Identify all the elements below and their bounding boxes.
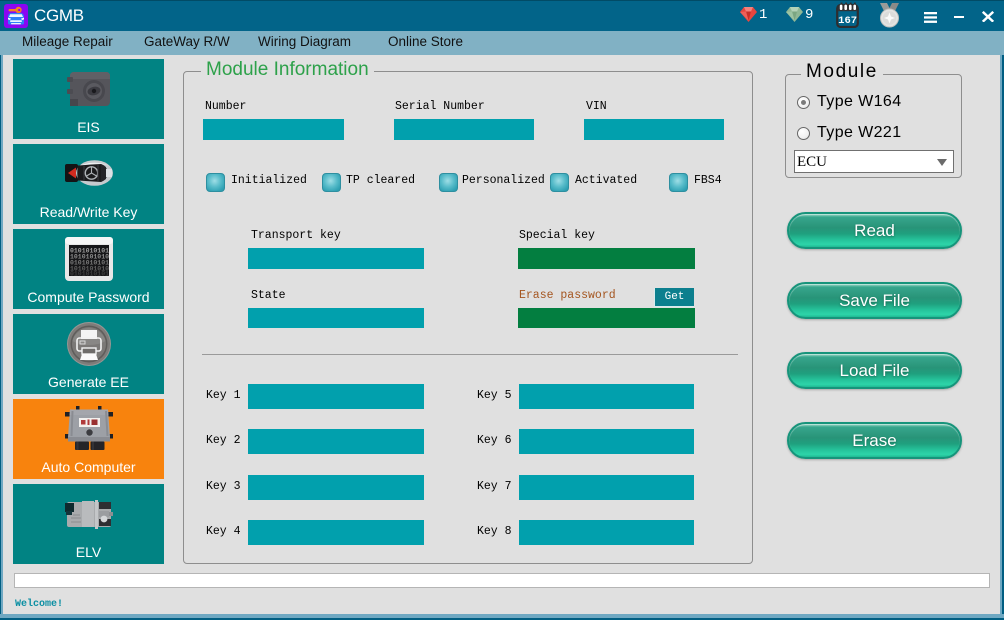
svg-text:167: 167 [838, 15, 857, 27]
svg-text:0101010101: 0101010101 [70, 271, 109, 278]
svg-text:0101010101: 0101010101 [70, 248, 109, 255]
svg-text:1010101010: 1010101010 [70, 254, 109, 261]
svg-text:1010101010: 1010101010 [70, 266, 109, 273]
svg-text:0101010101: 0101010101 [70, 260, 109, 267]
